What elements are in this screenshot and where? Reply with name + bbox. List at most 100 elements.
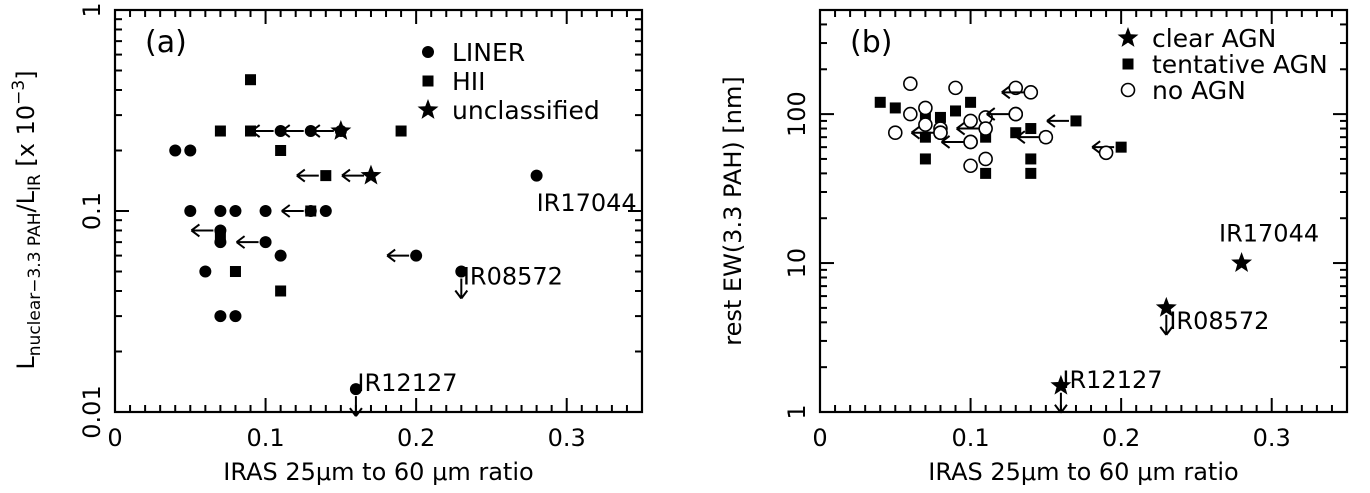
upper-limit-arrow: [281, 124, 304, 138]
object-label: IR12127: [357, 369, 457, 397]
data-point: [1038, 129, 1054, 145]
upper-limit-arrow: [349, 396, 363, 417]
data-point: [530, 169, 543, 182]
x-tick-label: 0.3: [1253, 424, 1291, 452]
legend-marker: [422, 75, 434, 87]
data-point: [169, 144, 182, 157]
data-point: [965, 96, 977, 108]
data-point: [980, 167, 992, 179]
data-point: [918, 100, 933, 116]
legend-label: clear AGN: [1152, 24, 1276, 53]
upper-limit-arrow: [281, 204, 304, 218]
upper-limit-arrow: [1001, 85, 1024, 100]
x-tick-label: 0: [812, 424, 827, 452]
y-tick-label: 10: [783, 248, 811, 279]
y-axis-label: rest EW(3.3 PAH) [nm]: [719, 76, 747, 345]
data-point: [933, 125, 948, 141]
data-point: [455, 265, 468, 278]
data-point: [919, 153, 931, 165]
legend-marker: [1117, 27, 1139, 47]
data-point: [1070, 115, 1082, 127]
legend-marker: [417, 99, 439, 119]
data-point: [274, 125, 287, 138]
panel-label: (b): [850, 25, 892, 60]
upper-limit-arrow: [296, 168, 319, 183]
data-point: [304, 125, 317, 138]
object-label: IR08572: [463, 263, 563, 291]
upper-limit-arrow: [910, 125, 934, 140]
data-point: [978, 151, 993, 167]
panel-b-rest-equivalent-width: 0 0.1 0.2 0.3 1 10 100 IRAS 25μm to 60 μm ratio…: [719, 8, 1349, 486]
y-axis-label-part: nuclear−3.3 PAH: [25, 212, 45, 356]
y-axis-label: Lnuclear−3.3 PAH/LIR [x 10−3]: [9, 70, 45, 369]
y-tick-label: 100: [783, 91, 811, 137]
data-point: [1010, 127, 1022, 139]
data-point: [229, 310, 242, 323]
legend-marker: [422, 46, 434, 58]
y-tick-label: 1: [78, 2, 106, 17]
legend-label: LINER: [452, 38, 525, 67]
data-point: [395, 125, 407, 137]
data-point: [320, 170, 332, 182]
data-point: [245, 74, 257, 86]
upper-limit-arrow: [311, 124, 334, 138]
data-point: [978, 121, 993, 136]
data-point: [259, 236, 272, 249]
legend-label: no AGN: [1152, 76, 1246, 105]
y-tick-label: 0.1: [78, 192, 106, 230]
upper-limit-arrow: [1016, 130, 1039, 144]
data-point: [934, 111, 946, 123]
y-axis-label-part: L: [12, 356, 40, 370]
upper-limit-arrow: [341, 168, 364, 183]
data-point: [903, 106, 918, 122]
data-point: [980, 131, 992, 143]
data-point: [1025, 123, 1037, 135]
data-point: [214, 125, 226, 137]
data-point: [319, 205, 332, 217]
x-tick-label: 0.2: [397, 424, 435, 452]
upper-limit-arrow: [1159, 314, 1174, 336]
data-point: [305, 205, 317, 217]
data-point: [274, 249, 287, 262]
data-point: [184, 205, 197, 217]
legend-marker: [1120, 82, 1136, 98]
panel-a-nuclear-pah-ratio: 0 0.1 0.2 0.3 0.01 0.1 1 IRAS 25μm to 60 μm rat…: [9, 2, 644, 486]
upper-limit-arrow: [235, 235, 259, 249]
upper-limit-arrow: [190, 223, 214, 238]
upper-limit-arrow: [386, 248, 410, 263]
data-point: [349, 383, 362, 396]
legend-label: tentative AGN: [1152, 50, 1328, 79]
y-axis-label-part: ]: [12, 70, 40, 79]
data-point: [874, 96, 886, 108]
data-point: [330, 120, 352, 140]
x-tick-label: 0.3: [548, 424, 586, 452]
panel-label: (a): [145, 25, 187, 60]
x-tick-label: 0: [107, 424, 122, 452]
data-point: [229, 266, 241, 278]
data-point: [919, 131, 931, 143]
upper-limit-arrow: [1046, 114, 1069, 128]
data-point: [214, 230, 226, 242]
data-point: [410, 249, 423, 262]
data-point: [963, 134, 978, 150]
y-tick-label: 1: [783, 404, 811, 419]
x-axis-label: IRAS 25μm to 60 μm ratio: [928, 458, 1238, 486]
data-point: [889, 102, 901, 114]
y-axis-label-part: −3: [9, 80, 29, 105]
object-label: IR17044: [1219, 219, 1319, 247]
upper-limit-arrow: [1054, 392, 1068, 414]
object-label: IR08572: [1169, 307, 1269, 335]
data-point: [275, 144, 287, 156]
y-axis-label-part: [x 10: [12, 105, 40, 174]
data-point: [963, 113, 978, 129]
data-point: [245, 125, 257, 137]
legend-label: unclassified: [452, 96, 600, 125]
upper-limit-arrow: [940, 135, 964, 149]
y-axis-label-part: /L: [12, 190, 40, 212]
data-point: [950, 105, 962, 117]
data-point: [1008, 106, 1024, 122]
data-point: [903, 76, 918, 92]
data-point: [1025, 167, 1037, 179]
data-point: [259, 205, 272, 217]
